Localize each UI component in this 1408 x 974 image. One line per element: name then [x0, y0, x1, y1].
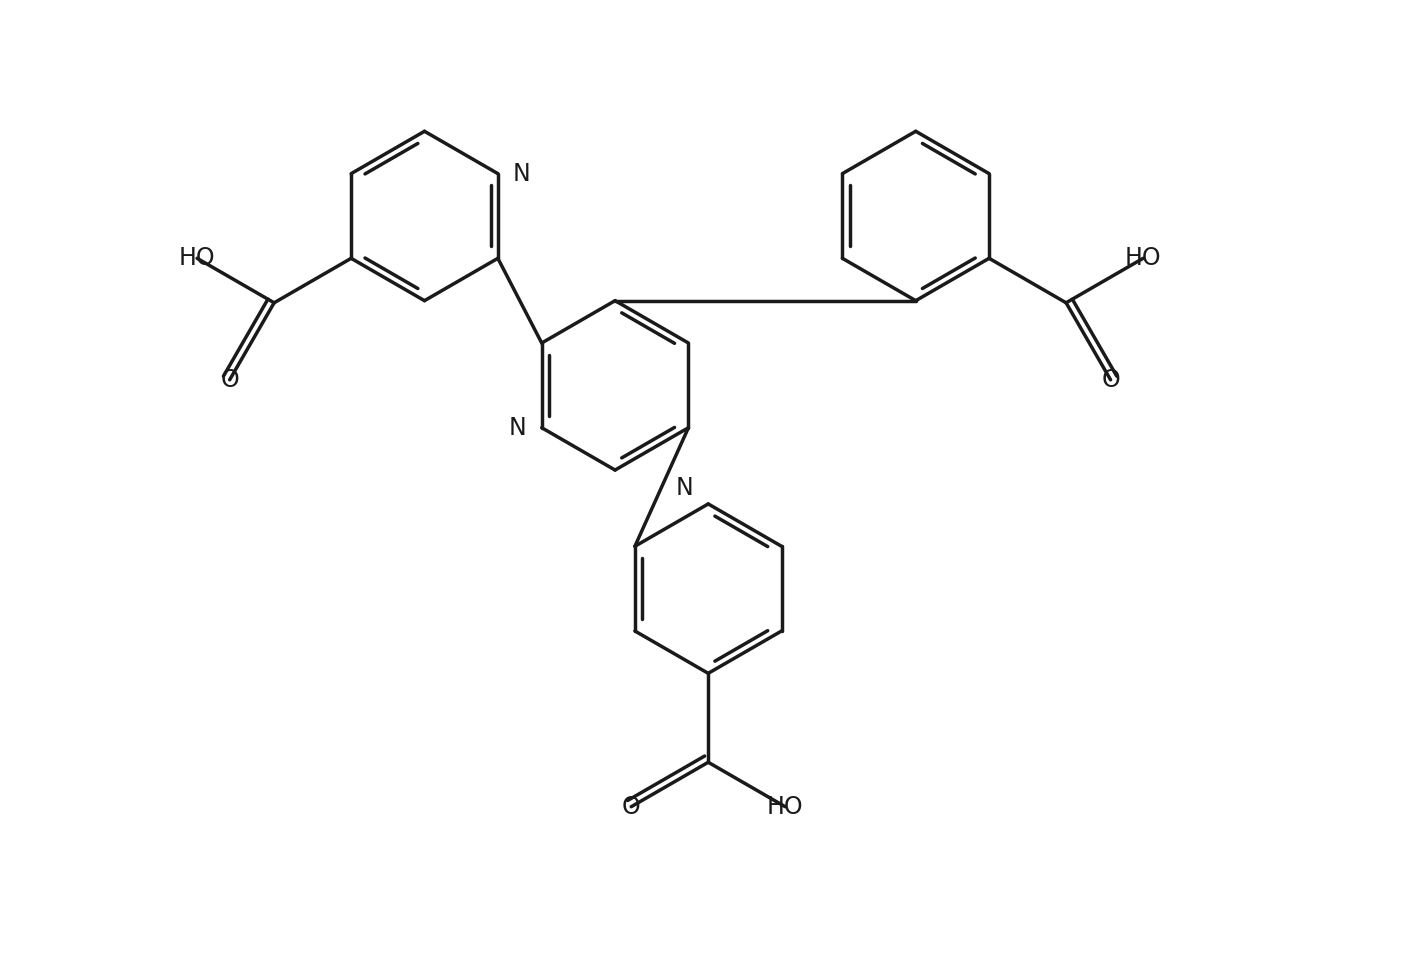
Text: N: N	[676, 475, 693, 500]
Text: HO: HO	[179, 246, 215, 271]
Text: HO: HO	[767, 795, 804, 819]
Text: O: O	[622, 795, 641, 819]
Text: N: N	[513, 162, 531, 186]
Text: HO: HO	[1125, 246, 1162, 271]
Text: N: N	[508, 416, 527, 439]
Text: O: O	[220, 368, 239, 392]
Text: O: O	[1101, 368, 1119, 392]
